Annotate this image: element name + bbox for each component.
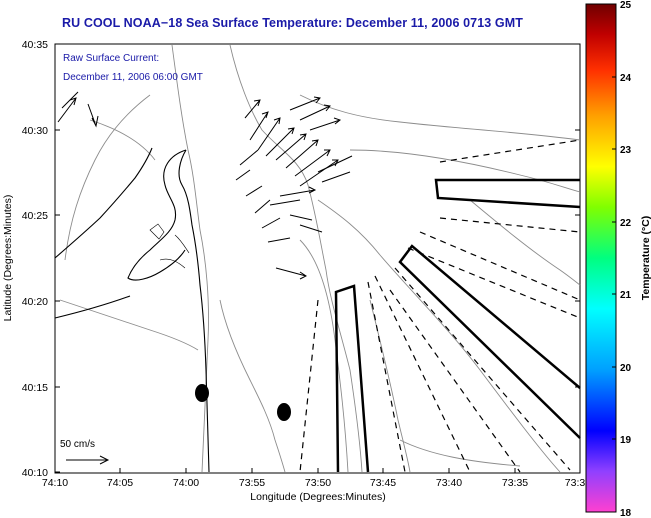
x-tick-label: 73:55: [239, 477, 265, 489]
y-axis-label: Latitude (Degrees:Minutes): [2, 195, 14, 322]
colorbar-tick-label: 18: [620, 508, 632, 518]
x-tick-label: 73:50: [305, 477, 331, 489]
colorbar-tick-label: 25: [620, 0, 632, 11]
y-tick-labels: 40:35 40:30 40:25 40:20 40:15 40:10: [22, 39, 48, 479]
colorbar: [585, 3, 617, 513]
x-tick-label: 73:3: [565, 477, 586, 489]
x-tick-label: 73:40: [436, 477, 462, 489]
annotation-line-1: Raw Surface Current:: [63, 53, 159, 64]
axis-ticks: [54, 43, 581, 473]
bathymetry-contours: [59, 44, 581, 473]
colorbar-tick-label: 19: [620, 435, 632, 446]
y-tick-label: 40:20: [22, 296, 48, 308]
y-tick-label: 40:25: [22, 210, 48, 222]
colorbar-label: Temperature (°C): [640, 216, 651, 301]
y-tick-label: 40:30: [22, 125, 48, 137]
surface-current-vectors: [57, 91, 353, 280]
colorbar-tick-label: 23: [620, 145, 632, 156]
y-tick-label: 40:35: [22, 39, 48, 51]
colorbar-tick-label: 24: [620, 73, 632, 84]
y-tick-label: 40:15: [22, 382, 48, 394]
x-tick-label: 73:35: [502, 477, 528, 489]
x-tick-label: 74:10: [42, 477, 68, 489]
annotation-line-2: December 11, 2006 06:00 GMT: [63, 72, 203, 83]
x-tick-label: 74:05: [107, 477, 133, 489]
station-marker: [195, 384, 209, 402]
colorbar-ticks: [612, 3, 616, 513]
chart-title: RU COOL NOAA−18 Sea Surface Temperature:…: [62, 16, 523, 30]
scale-arrow-label: 50 cm/s: [60, 439, 95, 450]
x-tick-label: 73:45: [370, 477, 396, 489]
station-marker: [277, 403, 291, 421]
radar-radial-lines: [299, 139, 581, 473]
inland-waterways: [149, 223, 190, 269]
radar-sector-outlines: [334, 178, 581, 473]
colorbar-tick-labels: 25 24 23 22 21 20 19 18: [620, 0, 632, 518]
x-tick-labels: 74:10 74:05 74:00 73:55 73:50 73:45 73:4…: [42, 477, 586, 489]
colorbar-tick-label: 20: [620, 363, 632, 374]
scale-arrow: [66, 455, 110, 465]
x-axis-label: Longitude (Degrees:Minutes): [250, 491, 385, 503]
plot-frame: [54, 43, 581, 474]
x-tick-label: 74:00: [173, 477, 199, 489]
y-tick-label: 40:10: [22, 467, 48, 479]
colorbar-tick-label: 21: [620, 290, 632, 301]
colorbar-tick-label: 22: [620, 218, 632, 229]
